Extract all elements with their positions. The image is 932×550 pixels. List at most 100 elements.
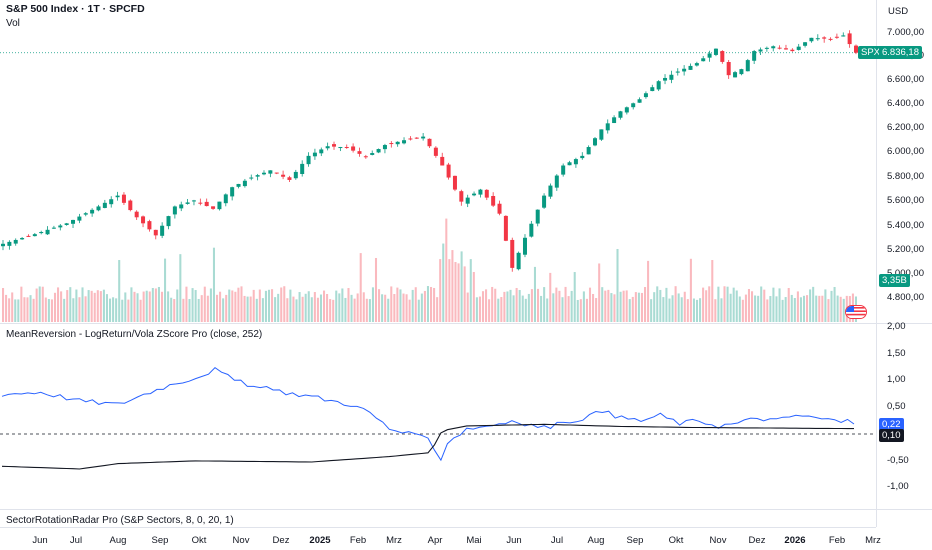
symbol-title[interactable]: S&P 500 Index · 1T · SPCFD (6, 3, 145, 15)
volume-bar (821, 295, 824, 322)
last-price-badge: 6.836,18 (879, 46, 922, 59)
sector-indicator-title[interactable]: SectorRotationRadar Pro (S&P Sectors, 8,… (6, 515, 234, 526)
volume-legend[interactable]: Vol (6, 18, 20, 29)
volume-bar (540, 295, 543, 322)
time-axis[interactable] (0, 527, 876, 550)
volume-bar (592, 293, 595, 322)
volume-bar (546, 298, 549, 322)
volume-bar (595, 298, 598, 322)
volume-bar (139, 299, 142, 322)
volume-bar (644, 287, 647, 322)
volume-bar (356, 293, 359, 322)
candle-body (522, 237, 527, 255)
volume-bar (408, 299, 411, 322)
candle-body (834, 36, 839, 38)
time-axis-label: Mrz (386, 535, 402, 546)
volume-bar (212, 247, 215, 322)
volume-bar (613, 294, 616, 322)
volume-bar (390, 286, 393, 322)
zscore-blue-badge: 0,22 (879, 418, 904, 431)
candle-body (236, 183, 241, 187)
time-axis-label: Aug (587, 535, 605, 546)
candle-body (1, 243, 5, 247)
zscore-chart[interactable] (0, 324, 876, 509)
pane-separator[interactable] (0, 509, 932, 510)
candle-body (764, 47, 769, 49)
price-scale[interactable] (876, 0, 932, 527)
volume-bar (702, 287, 705, 322)
candle-body (701, 58, 706, 62)
volume-bar (426, 286, 429, 322)
candle-body (134, 211, 139, 218)
volume-bar (692, 298, 695, 322)
volume-bar (439, 259, 442, 322)
volume-bar (81, 287, 84, 322)
volume-bar (607, 289, 610, 322)
candle-body (268, 170, 273, 174)
volume-bar (601, 287, 604, 322)
volume-bar (96, 290, 99, 322)
candle-body (121, 194, 126, 203)
volume-bar (665, 287, 668, 322)
candle-body (618, 111, 623, 118)
volume-bar (255, 298, 258, 322)
volume-bar (326, 294, 329, 322)
volume-bar (298, 292, 301, 322)
volume-bar (628, 299, 631, 322)
volume-bar (216, 294, 219, 322)
volume-bar (616, 248, 619, 322)
candle-body (255, 175, 260, 177)
price-tick-label: 5.800,00 (887, 171, 924, 182)
indicator-tick-label: 1,00 (887, 374, 906, 385)
volume-bar (781, 299, 784, 322)
volume-bar (350, 294, 353, 322)
volume-bar (90, 290, 93, 322)
volume-bar (127, 299, 130, 322)
candle-body (58, 225, 63, 228)
price-tick-label: 6.000,00 (887, 146, 924, 157)
candle-body (720, 51, 725, 62)
candle-body (408, 138, 413, 140)
volume-bar (729, 293, 732, 322)
volume-bar (512, 295, 515, 322)
candle-body (535, 209, 540, 224)
volume-bar (515, 287, 518, 322)
candle-body (96, 206, 101, 211)
price-chart[interactable] (0, 0, 876, 323)
volume-bar (533, 266, 536, 322)
volume-bar (518, 290, 521, 322)
volume-bar (310, 297, 313, 322)
time-axis-label: Jul (550, 535, 564, 546)
time-axis-label: Jun (32, 535, 48, 546)
volume-bar (280, 287, 283, 322)
candle-body (338, 147, 343, 149)
volume-bar (671, 295, 674, 322)
candle-body (427, 138, 432, 147)
volume-bar (136, 293, 139, 322)
us-flag-icon[interactable] (845, 305, 867, 319)
volume-bar (41, 286, 44, 322)
candle-body (580, 155, 585, 159)
indicator-title[interactable]: MeanReversion - LogReturn/Vola ZScore Pr… (6, 329, 263, 340)
volume-bar (32, 298, 35, 322)
candle-body (287, 177, 292, 180)
volume-bar (44, 297, 47, 322)
volume-bar (17, 299, 20, 322)
volume-bar (5, 294, 8, 322)
candle-body (790, 49, 795, 52)
candle-body (300, 163, 305, 174)
volume-bar (53, 292, 57, 322)
pane-separator[interactable] (0, 323, 932, 324)
currency-label[interactable]: USD (888, 6, 909, 17)
volume-bar (824, 289, 827, 322)
candle-body (465, 197, 470, 204)
candle-body (491, 195, 496, 206)
volume-bar (182, 298, 185, 322)
volume-bar (564, 286, 567, 322)
volume-bar (252, 289, 255, 322)
volume-bar (200, 295, 203, 322)
volume-bar (8, 298, 11, 322)
volume-bar (454, 262, 457, 322)
volume-bar (790, 294, 793, 322)
volume-bar (335, 290, 338, 322)
